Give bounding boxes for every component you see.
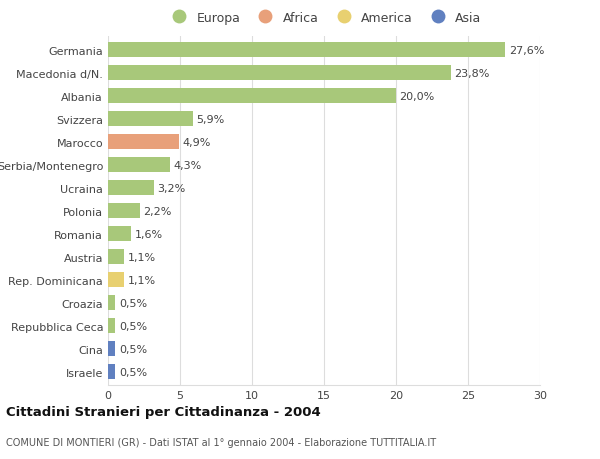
Bar (108, 341, 115, 356)
Legend: Europa, Africa, America, Asia: Europa, Africa, America, Asia (164, 9, 484, 27)
Bar (108, 250, 124, 264)
Bar (108, 66, 451, 81)
Text: 1,6%: 1,6% (134, 229, 163, 239)
Text: 0,5%: 0,5% (119, 344, 147, 354)
Text: 1,1%: 1,1% (127, 275, 155, 285)
Bar (108, 273, 124, 287)
Text: 27,6%: 27,6% (509, 45, 544, 56)
Text: 5,9%: 5,9% (197, 114, 225, 124)
Bar (108, 227, 131, 241)
Bar (108, 319, 115, 333)
Bar (108, 204, 140, 218)
Text: 0,5%: 0,5% (119, 298, 147, 308)
Text: 4,3%: 4,3% (173, 160, 202, 170)
Bar (108, 89, 396, 104)
Bar (108, 135, 179, 150)
Bar (108, 296, 115, 310)
Text: 0,5%: 0,5% (119, 367, 147, 377)
Text: Cittadini Stranieri per Cittadinanza - 2004: Cittadini Stranieri per Cittadinanza - 2… (6, 405, 321, 419)
Text: 1,1%: 1,1% (127, 252, 155, 262)
Text: 2,2%: 2,2% (143, 206, 172, 216)
Bar (108, 181, 154, 196)
Text: COMUNE DI MONTIERI (GR) - Dati ISTAT al 1° gennaio 2004 - Elaborazione TUTTITALI: COMUNE DI MONTIERI (GR) - Dati ISTAT al … (6, 437, 436, 447)
Bar (108, 112, 193, 127)
Bar (108, 364, 115, 379)
Text: 4,9%: 4,9% (182, 137, 211, 147)
Text: 20,0%: 20,0% (400, 91, 435, 101)
Bar (108, 158, 170, 173)
Bar (108, 43, 505, 58)
Text: 0,5%: 0,5% (119, 321, 147, 331)
Text: 23,8%: 23,8% (454, 68, 490, 78)
Text: 3,2%: 3,2% (158, 183, 186, 193)
